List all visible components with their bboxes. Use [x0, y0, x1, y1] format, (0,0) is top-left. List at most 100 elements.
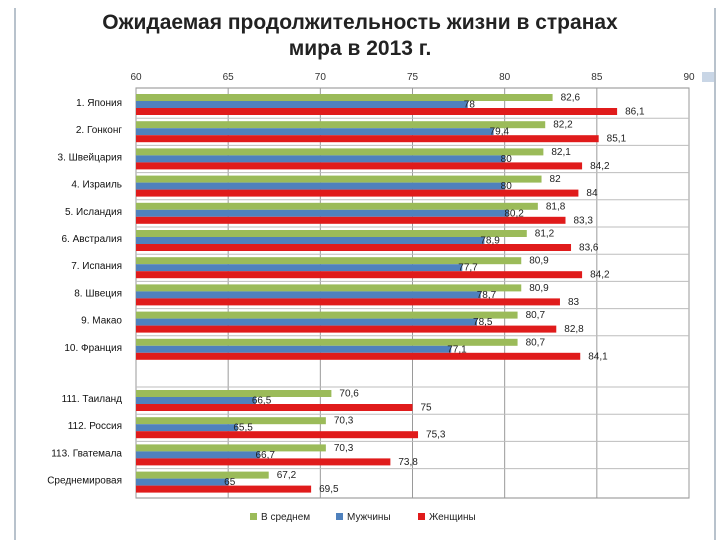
bar-average [136, 390, 332, 397]
bar-average [136, 417, 326, 425]
data-label: 80 [501, 154, 513, 165]
bar-women [136, 244, 572, 251]
category-labels: 1. Япония 2. Гонконг 3. Швейцария 4. Израил… [47, 98, 122, 487]
legend-swatch [336, 513, 343, 520]
bar-men [136, 451, 260, 459]
data-label: 83 [568, 297, 580, 308]
category-label: 1. Япония [76, 98, 122, 109]
category-label: 112. Россия [68, 421, 122, 432]
category-label: 8. Швеция [74, 288, 122, 299]
x-tick-label-65: 65 [223, 72, 235, 83]
data-label: 78,5 [473, 317, 493, 328]
bar-men [136, 397, 256, 404]
bar-average [136, 444, 326, 452]
legend-label: Мужчины [347, 512, 391, 523]
bar-men [136, 209, 509, 217]
bar-women [136, 216, 566, 224]
x-tick-label-60: 60 [130, 72, 142, 83]
bar-men [136, 264, 463, 272]
bar-men [136, 128, 494, 136]
data-label: 80,7 [526, 310, 546, 321]
bar-average [136, 148, 544, 156]
category-label: 9. Макао [81, 316, 122, 327]
data-label: 82 [550, 174, 562, 185]
bars [136, 94, 618, 493]
bar-men [136, 424, 238, 432]
bar-women [136, 135, 599, 143]
bar-average [136, 175, 542, 183]
bar-men [136, 345, 452, 353]
bar-average [136, 94, 553, 101]
bar-men [136, 478, 229, 486]
x-tick-label-80: 80 [499, 72, 511, 83]
bar-average [136, 338, 518, 346]
bar-women [136, 404, 413, 411]
slide-frame-accent [702, 72, 714, 82]
slide-frame-left [14, 8, 16, 540]
x-tick-label-90: 90 [683, 72, 695, 83]
category-label: 10. Франция [64, 343, 122, 354]
x-tick-label-70: 70 [315, 72, 327, 83]
data-label: 82,1 [551, 147, 571, 158]
legend-label: Женщины [429, 512, 476, 523]
category-label: 6. Австралия [61, 234, 122, 245]
data-label: 80,7 [526, 337, 546, 348]
data-label: 82,6 [561, 93, 581, 104]
bar-women [136, 108, 618, 115]
data-label: 78,9 [480, 236, 500, 247]
bar-average [136, 121, 546, 129]
bar-women [136, 352, 581, 360]
category-label: Среднемировая [47, 476, 122, 487]
data-labels: 82,6 78 86,1 82,2 79,4 85,1 82,1 80 84,2 82 80 84 81… [224, 93, 645, 496]
data-label: 83,3 [573, 215, 593, 226]
legend-swatch [250, 513, 257, 520]
data-label: 65 [224, 477, 236, 488]
data-label: 80 [501, 181, 513, 192]
data-label: 80,9 [529, 256, 549, 267]
category-label: 4. Израиль [71, 180, 122, 191]
category-label: 2. Гонконг [76, 125, 123, 136]
category-label: 3. Швейцария [58, 152, 122, 163]
bar-women [136, 458, 391, 466]
data-label: 84,1 [588, 351, 608, 362]
data-label: 80,2 [504, 208, 524, 219]
bar-women [136, 431, 419, 439]
chart-title-line-2: мира в 2013 г. [288, 37, 432, 60]
slide-frame-right [714, 8, 716, 540]
data-label: 82,2 [553, 120, 573, 131]
x-tick-label-85: 85 [591, 72, 603, 83]
data-label: 78,7 [477, 290, 497, 301]
data-label: 84,2 [590, 161, 610, 172]
bar-women [136, 325, 557, 333]
category-label: 111. Таиланд [62, 394, 122, 405]
chart-title: Ожидаемая продолжительность жизни в стра… [60, 10, 660, 62]
category-label: 113. Гватемала [51, 448, 122, 459]
bar-women [136, 162, 583, 170]
legend: В среднем Мужчины Женщины [250, 512, 476, 523]
bar-women [136, 485, 312, 493]
data-label: 84 [586, 188, 598, 199]
bar-women [136, 271, 583, 279]
data-label: 83,6 [579, 243, 599, 254]
data-label: 86,1 [625, 107, 645, 118]
bar-average [136, 284, 522, 292]
data-label: 66,7 [256, 450, 276, 461]
x-tick-label-75: 75 [407, 72, 419, 83]
data-label: 66,5 [252, 396, 272, 407]
data-label: 79,4 [490, 127, 510, 138]
category-label: 7. Испания [71, 261, 122, 272]
bar-average [136, 471, 269, 479]
data-label: 84,2 [590, 270, 610, 281]
bar-men [136, 101, 468, 108]
data-label: 78 [464, 100, 476, 111]
bar-men [136, 291, 481, 299]
data-label: 70,3 [334, 443, 354, 454]
x-axis-ticks: 60 65 70 75 80 85 90 [130, 72, 695, 83]
data-label: 75,3 [426, 430, 446, 441]
legend-swatch [418, 513, 425, 520]
data-label: 77,7 [458, 263, 478, 274]
data-label: 81,2 [535, 229, 555, 240]
data-label: 77,1 [447, 344, 467, 355]
